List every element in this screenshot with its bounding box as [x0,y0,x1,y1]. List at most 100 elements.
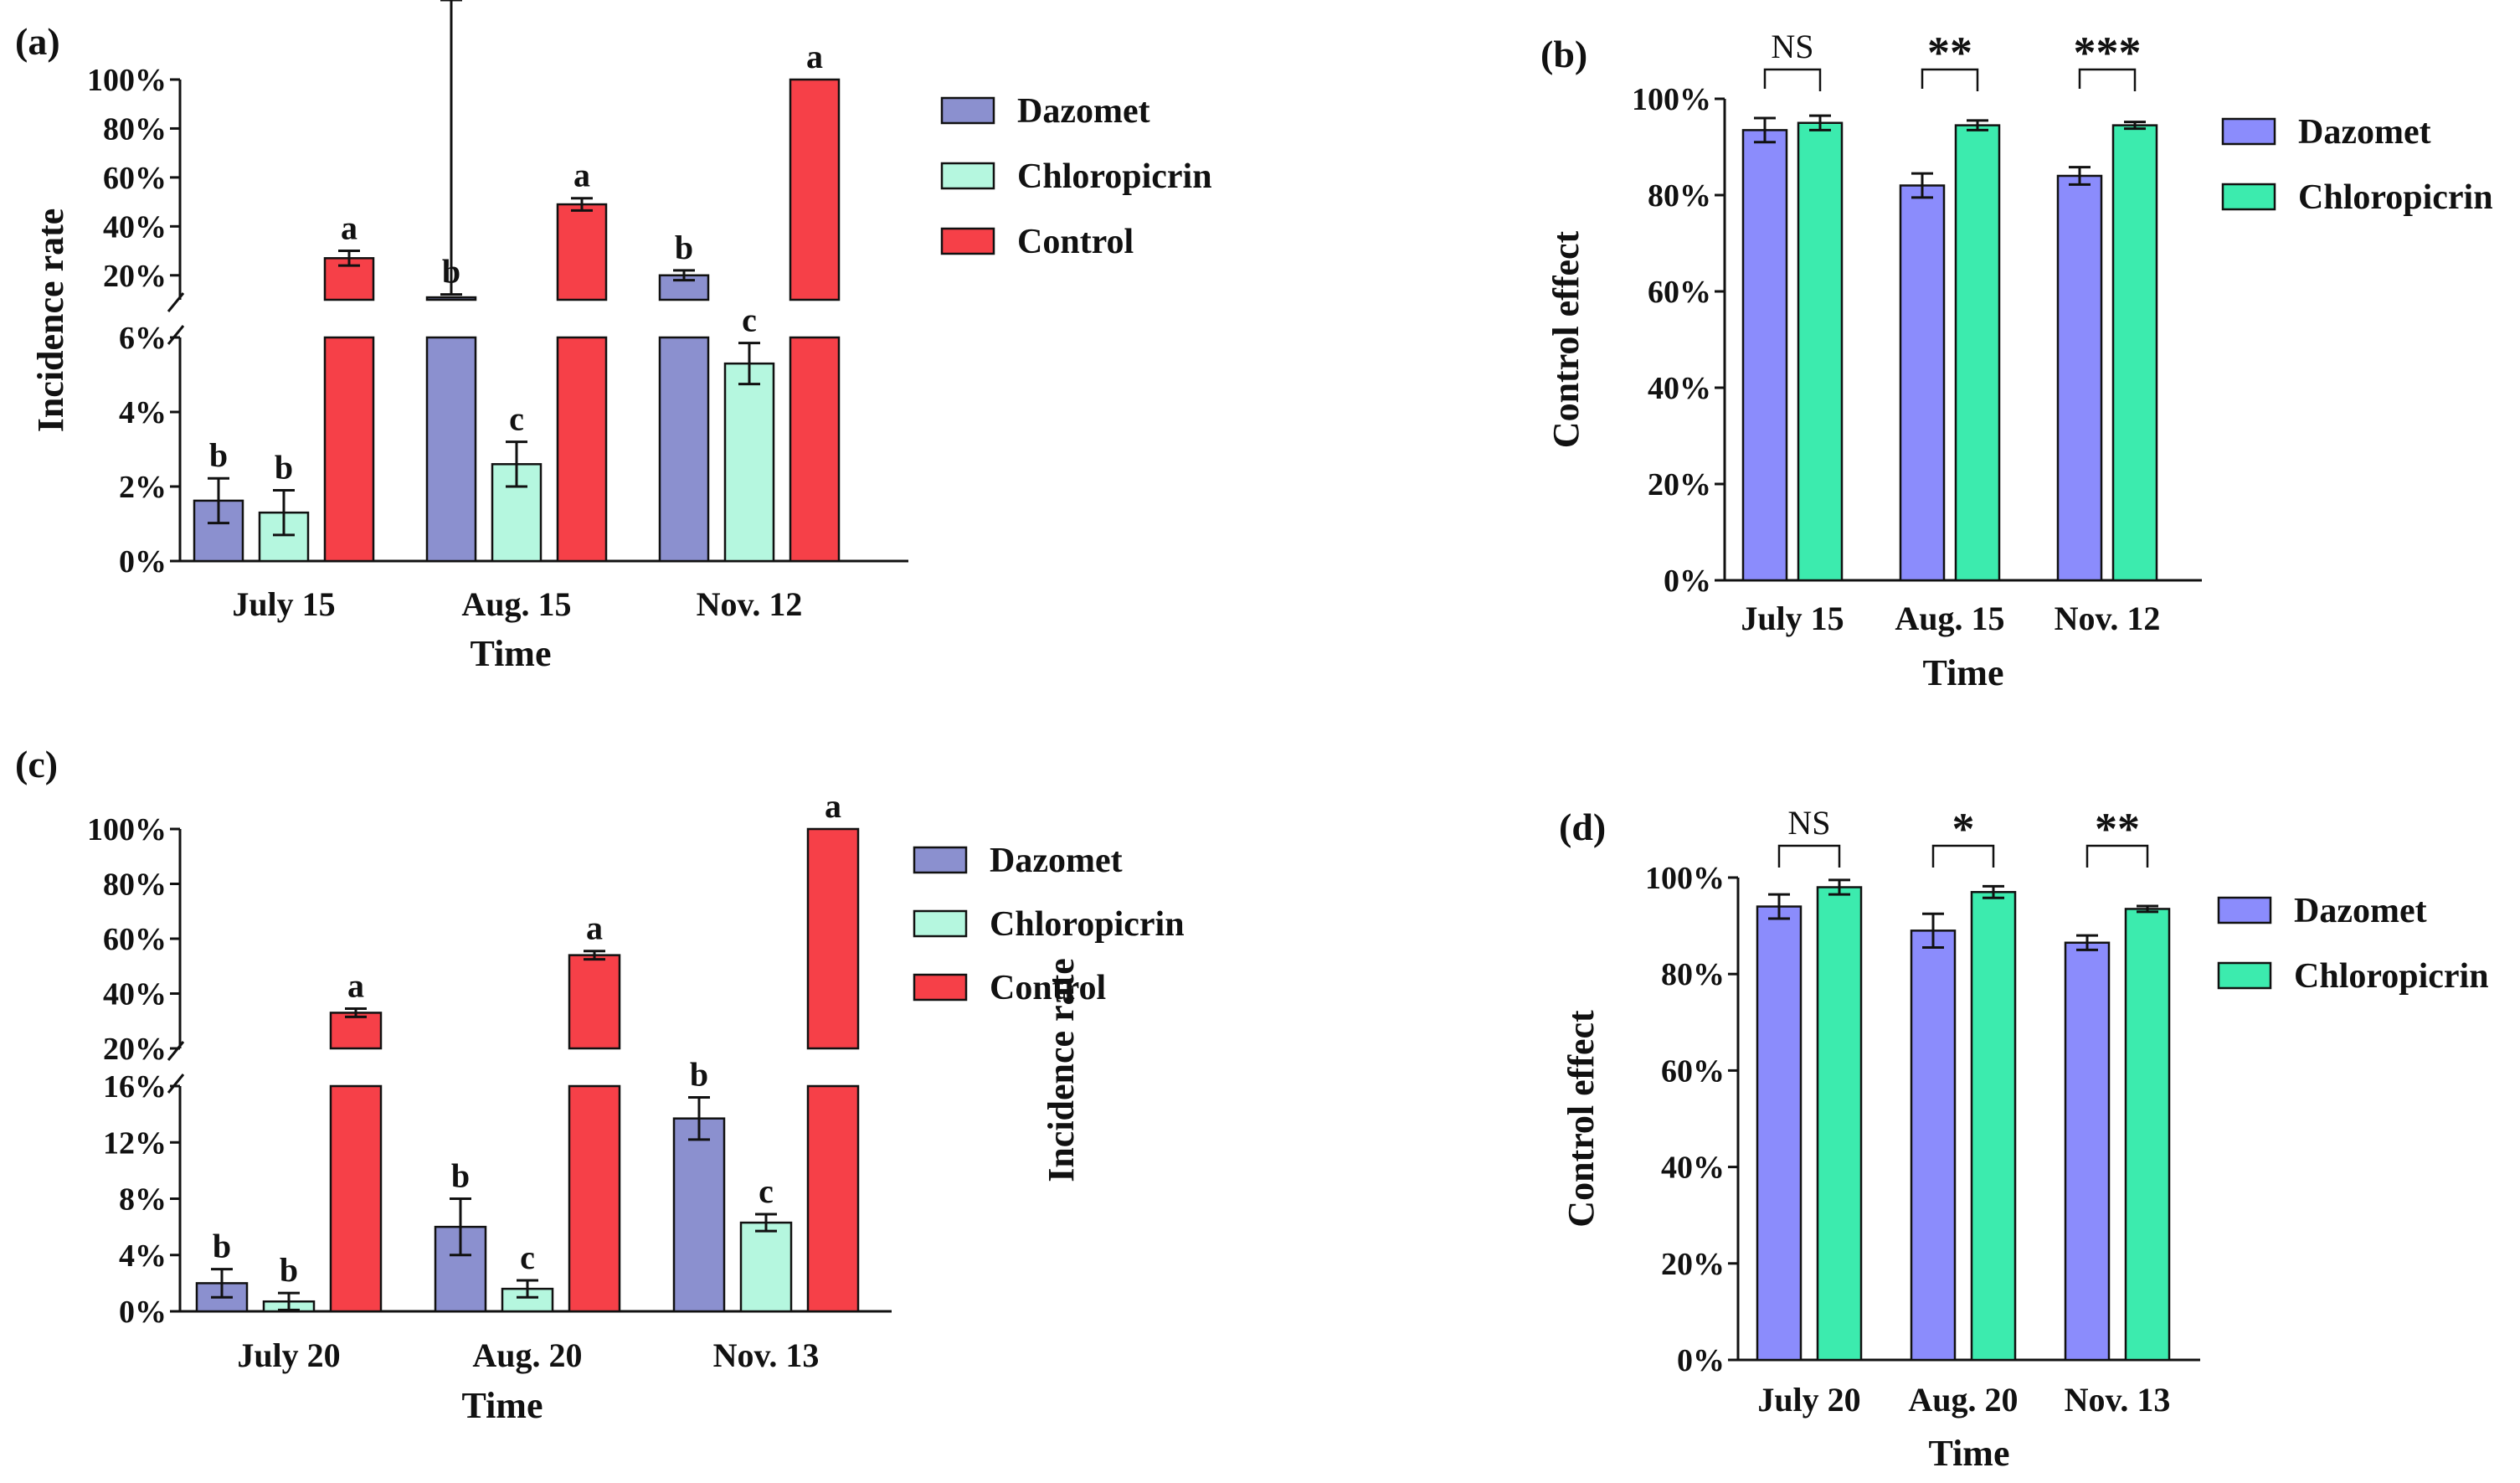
chart-panel-d: 0% 20% 40% 60% 80% 100% Control effect NS July 2… [1561,804,2489,1474]
significance-bracket [2085,844,2149,868]
x-tick-label: July 15 [1741,600,1844,637]
y-tick-label: 100% [87,63,167,98]
y-tick-label: 8% [119,1182,167,1218]
significance-label: ** [1927,28,1972,78]
y-tick-label: 4% [119,1238,167,1274]
significance-letter: b [442,253,460,291]
legend-swatch-0 [940,96,995,125]
chart-panel-b: 0% 20% 40% 60% 80% 100% Control effect NS July 1… [1545,28,2493,693]
significance-letter: b [209,436,228,474]
panel-label-b: (b) [1540,33,1587,75]
significance-letter: a [573,157,590,194]
y-tick-label: 20% [103,1032,167,1067]
panel-label-d: (d) [1559,806,1606,848]
significance-letter: a [347,967,364,1005]
x-tick-label: July 15 [232,585,335,623]
bar-chloropicrin-2 [2124,908,2171,1362]
y-tick-label: 4% [119,395,167,430]
axis-break-mark-upper [167,1041,185,1061]
bar-dazomet-1 [1899,184,1946,582]
legend-swatch-0 [2221,117,2276,146]
significance-label: NS [1771,28,1813,65]
legend-swatch-0 [2217,896,2272,924]
significance-bracket [2078,68,2137,91]
bar-dazomet-2 [2056,174,2103,582]
y-tick-label: 100% [1632,82,1711,117]
y-tick-label: 100% [87,812,167,847]
x-axis-title: Time [1929,1433,2010,1474]
legend-label-0: Dazomet [1017,92,1150,131]
x-axis-title: Time [462,1385,543,1426]
bar-control-0-lower [323,336,375,563]
y-tick-label: 12% [103,1125,167,1161]
y-tick-label: 80% [1661,957,1725,992]
legend-label-0: Dazomet [2294,892,2427,930]
bar-control-1-upper [568,954,621,1050]
bar-chloropicrin-1 [1954,124,2001,582]
bar-control-2-lower [789,336,841,563]
significance-letter: b [275,448,293,486]
y-tick-label: 20% [1661,1247,1725,1282]
legend-label-2: Control [1017,223,1134,261]
y-tick-label: 20% [103,259,167,294]
bar-chloropicrin-2 [739,1221,793,1313]
legend-label-0: Dazomet [2298,113,2431,152]
x-tick-label: Nov. 12 [2055,600,2161,637]
panel-label-c: (c) [15,743,58,785]
y-tick-label: 60% [103,161,167,196]
significance-letter: c [742,301,757,339]
bar-dazomet-1-lower [425,336,477,563]
significance-bracket [1931,844,1995,868]
significance-letter: b [690,1055,708,1093]
legend-label-1: Chloropicrin [2298,178,2493,217]
bar-chloropicrin-0 [1797,121,1844,582]
bar-control-2-upper [806,827,860,1050]
legend-swatch-1 [913,909,968,938]
y-tick-label: 80% [1648,178,1711,214]
y-axis-title: Control effect [1561,1010,1602,1228]
y-tick-label: 40% [1648,371,1711,406]
y-tick-label: 0% [1664,564,1711,599]
x-tick-label: Aug. 15 [461,585,571,623]
bar-control-0-lower [329,1084,383,1313]
bar-dazomet-1-upper [425,296,477,301]
significance-letter: a [806,38,823,75]
bar-dazomet-0 [1756,905,1803,1362]
legend-swatch-0 [913,846,968,874]
bar-control-2-upper [789,78,841,301]
significance-label: ** [2095,804,2140,854]
significance-letter: a [825,787,841,825]
significance-bracket [1921,68,1979,91]
x-tick-label: Nov. 12 [697,585,803,623]
y-tick-label: 60% [1648,275,1711,310]
significance-label: *** [2074,28,2142,78]
bar-dazomet-0 [193,499,244,563]
legend-label-1: Chloropicrin [990,905,1185,944]
significance-letter: c [759,1172,774,1210]
legend-label-1: Chloropicrin [1017,157,1212,196]
chart-panel-a: 0% 2% 4% 6% 20% 40% 60% 80% 100% Incidence rate b b… [30,0,1212,674]
bar-control-1-lower [556,336,608,563]
legend-swatch-2 [940,227,995,255]
significance-letter: c [509,400,524,438]
legend-swatch-2 [913,973,968,1002]
y-axis-title: Incidence rate [30,209,71,433]
x-tick-label: Aug. 15 [1895,600,2004,637]
bar-chloropicrin-0 [1816,886,1863,1362]
y-tick-label: 6% [119,321,167,356]
legend-swatch-1 [940,162,995,190]
axis-break-mark-upper [167,292,185,312]
y-axis-title: Incidence rate [1041,958,1082,1182]
y-tick-label: 40% [103,209,167,245]
significance-label: NS [1787,804,1830,842]
axis-break-mark-lower [167,1074,185,1094]
bar-dazomet-2 [2064,941,2111,1362]
x-tick-label: Nov. 13 [2065,1381,2171,1419]
significance-letter: a [341,209,357,247]
significance-bracket [1763,68,1822,91]
y-tick-label: 80% [103,111,167,147]
bar-control-2-lower [806,1084,860,1313]
y-tick-label: 80% [103,868,167,903]
legend-label-1: Chloropicrin [2294,957,2489,996]
bar-control-1-lower [568,1084,621,1313]
